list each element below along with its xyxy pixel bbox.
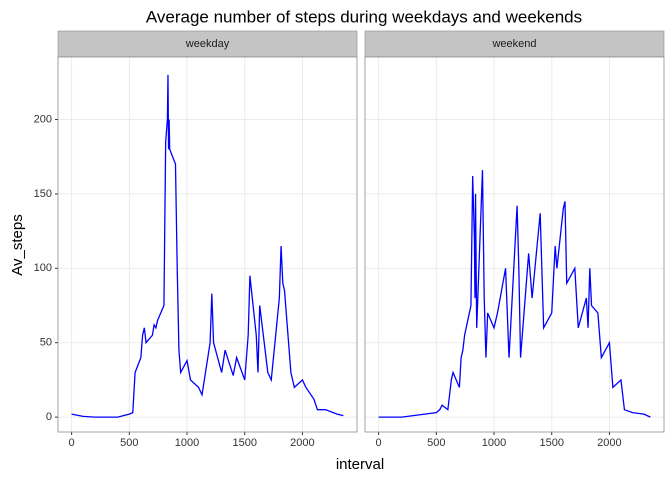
line (378, 170, 651, 418)
x-tick-label: 1000 (482, 437, 506, 449)
strip (57, 30, 358, 58)
panel-border (364, 56, 665, 433)
x-tick-label: 500 (427, 437, 445, 449)
line (71, 74, 344, 418)
x-tick-label: 1500 (539, 437, 563, 449)
strip-label: weekday (185, 38, 230, 50)
y-tick-label: 0 (46, 411, 52, 423)
panel-border (57, 56, 358, 433)
x-axis-label: interval (336, 456, 384, 473)
strip-label: weekend (491, 38, 536, 50)
y-tick-label: 50 (40, 337, 52, 349)
x-tick-label: 500 (120, 437, 138, 449)
strip (364, 30, 665, 58)
y-axis-label: Av_steps (9, 214, 26, 275)
panel (58, 57, 357, 432)
chart-title: Average number of steps during weekdays … (146, 7, 582, 26)
x-tick-label: 0 (69, 437, 75, 449)
x-tick-label: 1500 (232, 437, 256, 449)
x-tick-label: 0 (376, 437, 382, 449)
x-tick-label: 2000 (290, 437, 314, 449)
x-tick-label: 2000 (597, 437, 621, 449)
y-tick-label: 100 (34, 262, 52, 274)
y-tick-label: 200 (34, 113, 52, 125)
x-tick-label: 1000 (175, 437, 199, 449)
y-tick-label: 150 (34, 188, 52, 200)
